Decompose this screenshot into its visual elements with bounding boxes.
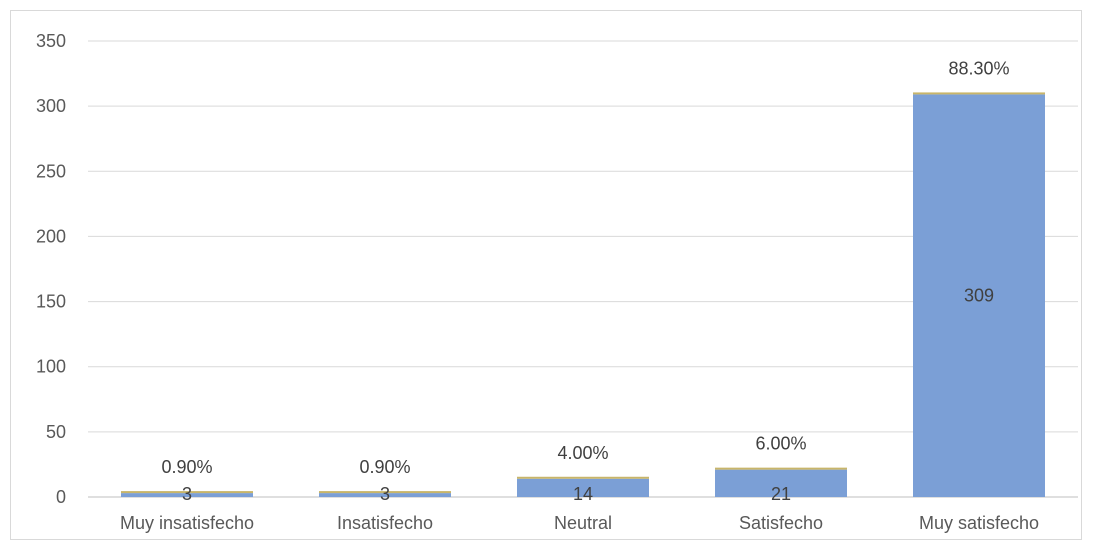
y-tick-label: 150: [36, 292, 66, 312]
value-label: 3: [380, 484, 390, 504]
category-label: Insatisfecho: [337, 513, 433, 533]
percent-label: 0.90%: [161, 457, 212, 477]
category-label: Muy satisfecho: [919, 513, 1039, 533]
y-tick-label: 300: [36, 96, 66, 116]
percent-label: 4.00%: [557, 443, 608, 463]
bar-neutral: [517, 478, 649, 497]
chart-frame: [10, 10, 1082, 540]
category-labels: Muy insatisfecho Insatisfecho Neutral Satis…: [120, 513, 1039, 533]
bar-muy-insatisfecho: [121, 493, 253, 497]
bar-cap: [715, 467, 847, 470]
category-label: Neutral: [554, 513, 612, 533]
value-label: 21: [771, 484, 791, 504]
y-tick-label: 350: [36, 31, 66, 51]
category-label: Muy insatisfecho: [120, 513, 254, 533]
bar-cap: [913, 92, 1045, 95]
data-labels: 3 0.90% 3 0.90% 14 4.00% 21 6.00% 309 88.30%: [161, 58, 1009, 504]
y-tick-label: 100: [36, 357, 66, 377]
y-tick-label: 0: [56, 487, 66, 507]
bar-cap: [319, 491, 451, 494]
bar-cap: [121, 491, 253, 494]
category-label: Satisfecho: [739, 513, 823, 533]
bar-cap: [517, 476, 649, 479]
y-tick-label: 50: [46, 422, 66, 442]
bar-muy-satisfecho: [913, 94, 1045, 497]
value-label: 309: [964, 286, 994, 306]
y-axis-ticks: 0 50 100 150 200 250 300 350: [36, 31, 66, 507]
y-tick-label: 250: [36, 161, 66, 181]
bar-satisfecho: [715, 469, 847, 497]
percent-label: 0.90%: [359, 457, 410, 477]
percent-label: 6.00%: [755, 434, 806, 454]
value-label: 3: [182, 484, 192, 504]
bars: [121, 92, 1045, 497]
percent-label: 88.30%: [948, 58, 1009, 78]
value-label: 14: [573, 484, 593, 504]
bar-insatisfecho: [319, 493, 451, 497]
y-tick-label: 200: [36, 226, 66, 246]
